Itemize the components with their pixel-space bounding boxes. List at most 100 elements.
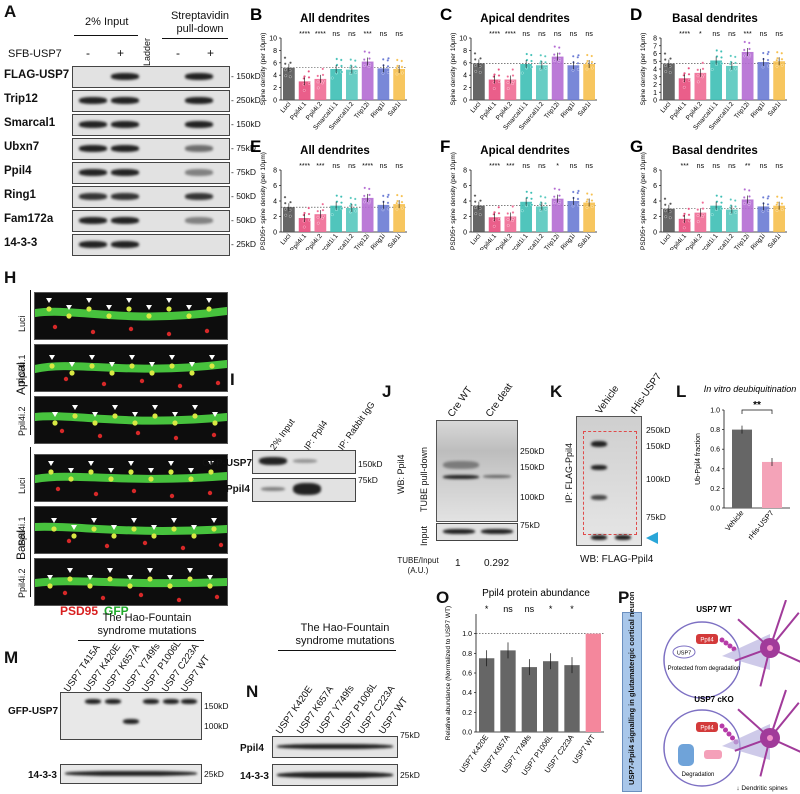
i-row-ppil4: Ppil4: [226, 484, 250, 495]
data-point: [363, 186, 367, 190]
j-mw-100: 100kD: [520, 492, 545, 502]
x-tick-label: Trip12i: [733, 233, 751, 250]
y-axis-label: Spine density (per 10μm): [450, 33, 457, 106]
panel-label-l: L: [676, 382, 687, 401]
data-point: [506, 218, 510, 221]
data-point: [766, 203, 770, 206]
chart-title: Apical dendrites: [480, 145, 569, 157]
y-tick-label: 6: [463, 183, 467, 190]
data-point: [748, 201, 752, 204]
bar: [732, 429, 752, 508]
y-tick-label: 7: [653, 43, 657, 50]
data-point: [590, 193, 594, 196]
y-tick-label: 8: [463, 48, 467, 55]
n-header: The Hao-Fountain syndrome mutations: [295, 622, 395, 647]
data-point: [396, 64, 399, 68]
sig-label: ns: [760, 163, 768, 170]
m-blot-bottom: [60, 764, 202, 784]
bar: [520, 201, 532, 232]
data-point: [687, 207, 691, 211]
bar: [377, 68, 390, 100]
micrograph-row-label: Ppil4i.1: [17, 516, 27, 546]
p-wt-group: USP7 WT Ppil4 USP7 Protected from degradati…: [663, 600, 800, 699]
data-point: [553, 187, 557, 191]
bar: [504, 79, 517, 100]
a-mw: - 75kD: [231, 143, 257, 153]
bar: [283, 207, 295, 232]
y-tick-label: 1: [653, 90, 657, 97]
data-point: [696, 80, 700, 84]
x-tick-label: Luci: [469, 101, 482, 115]
data-point: [289, 200, 292, 204]
data-point: [529, 191, 533, 195]
data-point: [283, 56, 287, 60]
data-point: [284, 207, 287, 211]
data-point: [663, 58, 667, 61]
data-point: [696, 68, 700, 72]
y-tick-label: 0.8: [710, 427, 720, 434]
m-blot-top: [60, 692, 202, 740]
x-tick-label: Ring1i: [370, 233, 387, 250]
data-point: [543, 196, 547, 199]
data-point: [576, 67, 580, 71]
data-point: [544, 66, 548, 70]
x-tick-label: Trip12i: [733, 101, 751, 121]
data-point: [511, 80, 515, 83]
data-point: [663, 203, 667, 207]
data-point: [687, 213, 691, 217]
j-lane-2: Cre deat: [484, 381, 516, 420]
ubiquitin-icon: [723, 640, 729, 646]
bar: [567, 201, 580, 232]
bar: [585, 633, 601, 732]
j-wb: WB: Ppil4: [396, 454, 406, 494]
data-point: [747, 189, 751, 192]
chart-title: Basal dendrites: [672, 13, 758, 25]
magnify-cone: [722, 634, 770, 670]
data-point: [729, 68, 732, 72]
k-mw-250: 250kD: [646, 425, 671, 435]
sig-label: ns: [538, 31, 546, 38]
ubiquitin-icon: [727, 643, 733, 649]
data-point: [696, 214, 700, 217]
y-tick-label: 6: [463, 60, 467, 67]
data-point: [530, 59, 533, 63]
ubiquitin-icon: [726, 731, 732, 737]
data-point: [590, 66, 594, 70]
data-point: [321, 214, 325, 218]
sig-label: ns: [380, 31, 388, 38]
data-point: [354, 65, 357, 68]
data-point: [780, 202, 784, 206]
data-point: [525, 66, 528, 70]
data-point: [720, 201, 723, 205]
data-point: [316, 215, 320, 219]
a-blot-row: [72, 162, 230, 184]
data-point: [553, 45, 557, 48]
k-lane-1: Vehicle: [594, 383, 622, 417]
sig-label: ns: [570, 31, 578, 38]
protected-text: Protected from degradation: [668, 666, 741, 672]
data-point: [742, 196, 746, 199]
y-tick-label: 2: [653, 214, 657, 221]
data-point: [288, 214, 292, 218]
sig-label: ns: [525, 604, 535, 614]
j-input: Input: [419, 525, 429, 546]
data-point: [590, 60, 594, 64]
data-point: [349, 72, 352, 75]
bar: [663, 208, 675, 232]
data-point: [354, 209, 358, 213]
data-point: [368, 57, 371, 60]
x-tick-label: Ring1i: [370, 101, 387, 120]
x-tick-label: Ring1i: [750, 233, 767, 250]
data-point: [335, 194, 339, 198]
sig-label: ns: [554, 31, 562, 38]
chart-l: In vitro deubiquitination 0.0 0.2 0.4 0.6 0.8…: [695, 384, 796, 541]
sig-label: *: [549, 604, 553, 614]
sig-label: ns: [348, 163, 356, 170]
data-point: [530, 65, 534, 69]
bar: [710, 60, 722, 100]
data-point: [368, 193, 371, 197]
data-point: [321, 208, 325, 212]
data-point: [525, 52, 529, 56]
data-point: [734, 211, 738, 214]
